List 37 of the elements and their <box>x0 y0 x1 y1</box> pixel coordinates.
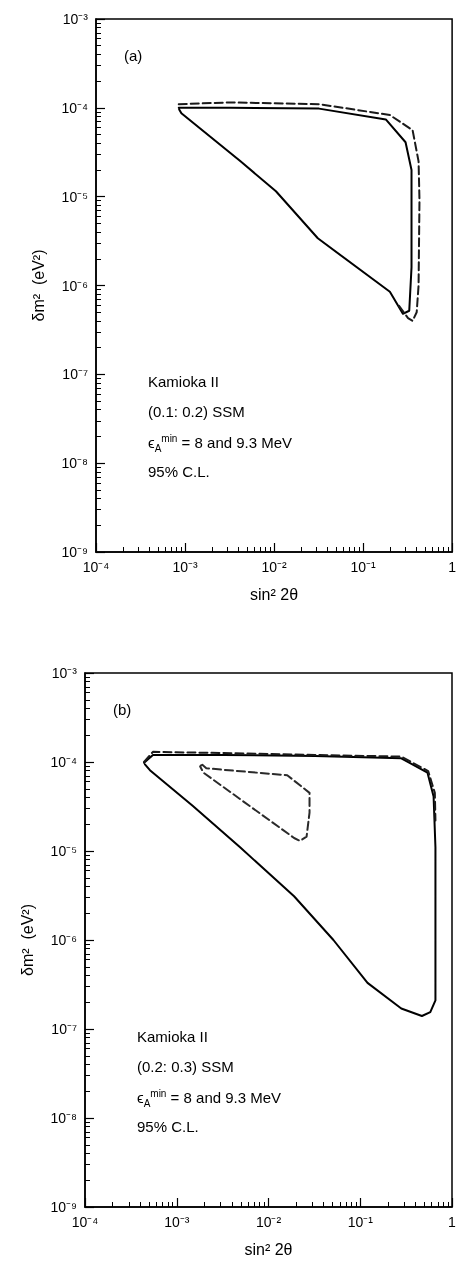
y-tick-label: 10⁻⁷ <box>51 1021 77 1037</box>
x-tick-label: 1 <box>448 559 457 575</box>
y-tick-label: 10⁻⁵ <box>61 188 88 205</box>
x-tick-label: 10⁻⁴ <box>82 559 110 575</box>
y-tick-label: 10⁻⁴ <box>50 754 77 770</box>
x-tick-label: 10⁻² <box>255 1214 282 1230</box>
y-axis-title: δm² (eV²) <box>29 249 47 322</box>
y-tick-label: 10⁻⁶ <box>61 277 88 294</box>
annotation: (0.1: 0.2) SSM <box>148 403 245 421</box>
annotation: Kamioka II <box>148 373 219 391</box>
x-tick-label: 10⁻¹ <box>347 1214 374 1230</box>
y-tick-label: 10⁻³ <box>62 11 89 27</box>
y-axis-title: δm² (eV²) <box>18 903 36 977</box>
x-axis-title: sin² 2θ <box>244 1240 293 1258</box>
y-tick-label: 10⁻⁴ <box>61 99 88 116</box>
y-tick-label: 10⁻⁶ <box>50 932 77 948</box>
x-tick-label: 10⁻³ <box>164 1214 190 1230</box>
annotation: 95% C.L. <box>137 1118 199 1136</box>
y-tick-label: 10⁻⁹ <box>61 544 88 560</box>
x-tick-label: 10⁻³ <box>172 559 198 575</box>
annotation: (0.2: 0.3) SSM <box>137 1058 234 1076</box>
y-tick-label: 10⁻³ <box>51 665 78 681</box>
y-tick-label: 10⁻⁸ <box>61 455 89 472</box>
y-tick-label: 10⁻⁸ <box>50 1110 78 1126</box>
x-axis-title: sin² 2θ <box>250 585 299 603</box>
annotation: (b) <box>113 701 132 719</box>
y-tick-label: 10⁻⁷ <box>62 366 88 383</box>
annotation: ϵ$_{A}$$^{min}$ = 8 and 9.3 MeV <box>148 433 293 455</box>
annotation: (a) <box>124 47 143 65</box>
x-tick-label: 10⁻² <box>261 559 288 575</box>
x-tick-label: 1 <box>448 1214 457 1230</box>
annotation: ϵ$_{A}$$^{min}$ = 8 and 9.3 MeV <box>137 1088 282 1110</box>
annotation: Kamioka II <box>137 1028 208 1046</box>
y-tick-label: 10⁻⁵ <box>50 843 77 859</box>
y-tick-label: 10⁻⁹ <box>50 1199 77 1215</box>
annotation: 95% C.L. <box>148 463 210 481</box>
x-tick-label: 10⁻¹ <box>350 559 377 575</box>
